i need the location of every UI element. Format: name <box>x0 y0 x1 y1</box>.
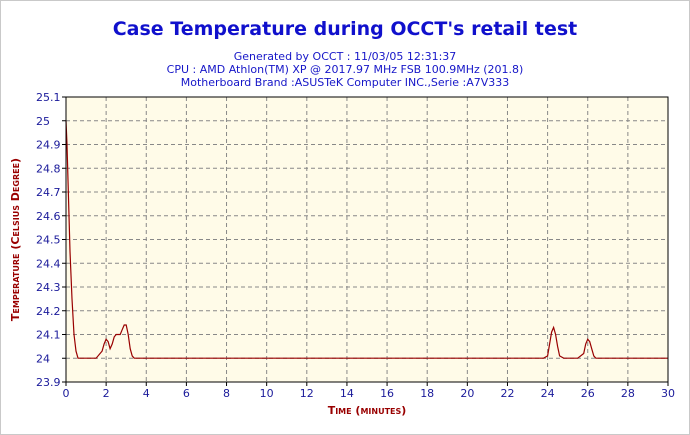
chart-title: Case Temperature during OCCT's retail te… <box>112 18 578 40</box>
x-tick-label: 16 <box>380 387 394 400</box>
x-tick-label: 6 <box>183 387 190 400</box>
y-tick-label: 24.8 <box>36 162 61 175</box>
x-axis-label: Time (minutes) <box>328 404 407 417</box>
x-tick-label: 14 <box>340 387 354 400</box>
y-tick-label: 24.3 <box>36 281 61 294</box>
y-tick-label: 24.9 <box>36 139 61 152</box>
y-tick-label: 24.6 <box>36 210 61 223</box>
cpu-info: CPU : AMD Athlon(TM) XP @ 2017.97 MHz FS… <box>166 63 524 76</box>
x-tick-label: 18 <box>420 387 434 400</box>
x-tick-label: 22 <box>500 387 514 400</box>
x-tick-label: 2 <box>103 387 110 400</box>
y-tick-label: 25 <box>36 115 50 128</box>
y-tick-label: 24.5 <box>36 234 61 247</box>
x-tick-label: 10 <box>260 387 274 400</box>
y-tick-label: 24 <box>36 352 50 365</box>
y-tick-label: 24.1 <box>36 329 61 342</box>
x-tick-label: 28 <box>621 387 635 400</box>
x-axis-ticks: 0 2 4 6 8 10 12 14 16 18 20 22 24 26 28 30 <box>63 382 675 400</box>
y-tick-label: 24.4 <box>36 257 61 270</box>
y-tick-label: 24.7 <box>36 186 61 199</box>
x-tick-label: 30 <box>661 387 675 400</box>
series-line-temperature <box>65 120 668 359</box>
grid-lines <box>66 97 668 382</box>
generated-info: Generated by OCCT : 11/03/05 12:31:37 <box>233 50 457 63</box>
x-tick-label: 4 <box>143 387 150 400</box>
y-tick-label: 23.9 <box>36 376 61 389</box>
x-tick-label: 26 <box>581 387 595 400</box>
y-tick-label: 25.1 <box>36 91 61 104</box>
x-tick-label: 20 <box>460 387 474 400</box>
plot-border <box>65 96 669 383</box>
y-axis-ticks: 23.9 24 24.1 24.2 24.3 24.4 24.5 24.6 24.7 24.8 24… <box>36 91 66 389</box>
y-tick-label: 24.2 <box>36 305 61 318</box>
x-tick-label: 0 <box>63 387 70 400</box>
x-tick-label: 24 <box>541 387 555 400</box>
x-tick-label: 8 <box>223 387 230 400</box>
motherboard-info: Motherboard Brand :ASUSTeK Computer INC.… <box>180 76 510 89</box>
y-axis-label: Temperature (Celsius Degree) <box>9 158 22 321</box>
x-tick-label: 12 <box>300 387 314 400</box>
